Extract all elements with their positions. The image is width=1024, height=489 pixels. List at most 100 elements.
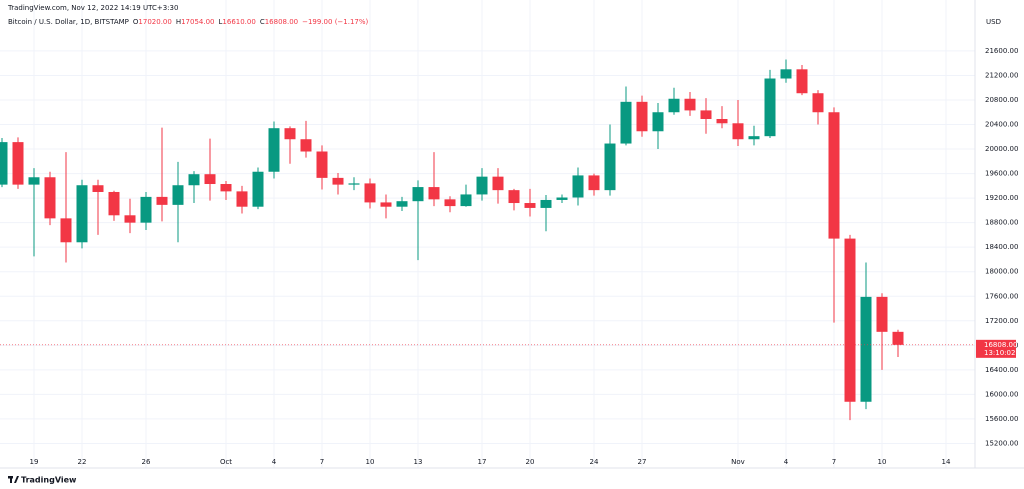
brand-text: TradingView xyxy=(21,476,77,485)
x-tick-label: Oct xyxy=(220,458,232,466)
y-tick-label: 16000.00 xyxy=(985,390,1018,398)
y-tick-label: 21200.00 xyxy=(985,71,1018,79)
symbol-legend: Bitcoin / U.S. Dollar, 1D, BITSTAMP O1702… xyxy=(8,18,369,26)
candle-body xyxy=(268,128,280,172)
brand-logo xyxy=(8,476,19,483)
legend-key: L xyxy=(219,18,223,26)
candle-body xyxy=(236,191,248,207)
x-tick-label: 20 xyxy=(526,458,535,466)
candle-body xyxy=(572,175,584,198)
candle-body xyxy=(220,184,232,192)
x-tick-label: 26 xyxy=(142,458,151,466)
x-tick-label: 14 xyxy=(942,458,951,466)
x-tick-label: Nov xyxy=(731,458,745,466)
candle-body xyxy=(412,187,424,202)
candle-body xyxy=(604,143,616,191)
symbol: Bitcoin / U.S. Dollar, 1D, BITSTAMP xyxy=(8,18,129,26)
y-tick-label: 19600.00 xyxy=(985,170,1018,178)
candle-body xyxy=(124,215,136,223)
candle-body xyxy=(812,93,824,113)
candle-body xyxy=(748,136,760,140)
last-price-box xyxy=(976,339,1016,358)
y-tick-label: 20800.00 xyxy=(985,96,1018,104)
candle-body xyxy=(396,201,408,207)
candle-body xyxy=(252,171,264,207)
candle-body xyxy=(12,142,24,185)
x-tick-label: 22 xyxy=(78,458,87,466)
legend-value: 17054.00 xyxy=(181,18,214,26)
candle-body xyxy=(732,123,744,140)
candle-body xyxy=(156,196,168,205)
y-tick-label: 19200.00 xyxy=(985,194,1018,202)
y-tick-label: 17600.00 xyxy=(985,292,1018,300)
candle-body xyxy=(780,69,792,79)
x-tick-label: 19 xyxy=(30,458,39,466)
candle-body xyxy=(364,183,376,203)
candle-body xyxy=(428,187,440,200)
candle-body xyxy=(668,98,680,113)
axis-unit: USD xyxy=(986,18,1001,26)
legend-value: 16610.00 xyxy=(222,18,255,26)
candle-body xyxy=(796,69,808,94)
y-tick-label: 18000.00 xyxy=(985,268,1018,276)
candle-body xyxy=(300,139,312,152)
candle-body xyxy=(444,199,456,207)
legend-key: C xyxy=(260,18,265,26)
candle-body xyxy=(28,177,40,185)
y-tick-label: 20400.00 xyxy=(985,121,1018,129)
candle-body xyxy=(348,183,360,185)
candle-body xyxy=(140,196,152,223)
x-tick-label: 24 xyxy=(590,458,599,466)
candle-body xyxy=(76,185,88,243)
x-tick-label: 4 xyxy=(784,458,789,466)
candle-body xyxy=(556,197,568,200)
candle-body xyxy=(620,101,632,144)
candle-body xyxy=(540,199,552,208)
y-tick-label: 17200.00 xyxy=(985,317,1018,325)
x-tick-label: 10 xyxy=(878,458,887,466)
legend-key: H xyxy=(176,18,181,26)
candle-body xyxy=(0,142,8,185)
countdown-label: 13:10:02 xyxy=(984,349,1015,357)
candle-body xyxy=(508,190,520,204)
candle-body xyxy=(460,194,472,207)
x-tick-label: 4 xyxy=(272,458,277,466)
x-tick-label: 13 xyxy=(414,458,423,466)
candle-body xyxy=(92,185,104,192)
y-tick-label: 18800.00 xyxy=(985,219,1018,227)
candle-body xyxy=(844,238,856,402)
candle-body xyxy=(892,331,904,345)
candle-body xyxy=(524,203,536,208)
x-tick-label: 27 xyxy=(638,458,647,466)
candle-body xyxy=(108,191,120,216)
legend-value: 16808.00 xyxy=(265,18,298,26)
legend-change: −199.00 (−1.17%) xyxy=(302,18,368,26)
candle-body xyxy=(636,101,648,132)
legend-key: O xyxy=(133,18,139,26)
y-tick-label: 16400.00 xyxy=(985,366,1018,374)
candle-body xyxy=(716,118,728,124)
candles xyxy=(0,59,904,421)
candle-body xyxy=(860,296,872,402)
candle-body xyxy=(828,112,840,239)
x-tick-label: 10 xyxy=(366,458,375,466)
candle-body xyxy=(652,112,664,132)
candle-body xyxy=(476,176,488,195)
candle-body xyxy=(316,151,328,178)
x-tick-label: 17 xyxy=(478,458,487,466)
x-tick-label: 7 xyxy=(320,458,324,466)
x-tick-label: 7 xyxy=(832,458,836,466)
candle-body xyxy=(204,174,216,185)
candle-body xyxy=(44,177,56,219)
candle-body xyxy=(588,175,600,191)
candle-body xyxy=(172,185,184,205)
candle-body xyxy=(60,218,72,243)
y-tick-label: 15600.00 xyxy=(985,415,1018,423)
last-price-label: 16808.00 xyxy=(984,341,1017,349)
candle-body xyxy=(188,174,200,186)
candle-body xyxy=(764,78,776,137)
y-tick-label: 18400.00 xyxy=(985,243,1018,251)
candle-body xyxy=(684,98,696,111)
candle-body xyxy=(876,296,888,332)
